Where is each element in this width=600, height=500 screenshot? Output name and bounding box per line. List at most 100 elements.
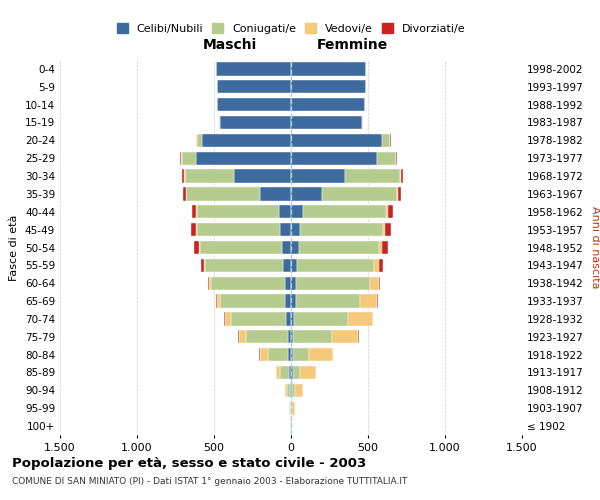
Text: Maschi: Maschi <box>202 38 257 52</box>
Bar <box>292 402 295 415</box>
Bar <box>259 348 260 362</box>
Bar <box>182 152 196 165</box>
Bar <box>296 294 360 308</box>
Bar <box>304 205 386 218</box>
Bar <box>348 312 373 326</box>
Bar <box>238 330 239 344</box>
Bar <box>208 276 209 290</box>
Bar <box>370 276 379 290</box>
Bar <box>382 241 388 254</box>
Bar <box>185 187 186 200</box>
Bar <box>388 205 392 218</box>
Bar <box>300 223 383 236</box>
Text: COMUNE DI SAN MINIATO (PI) - Dati ISTAT 1° gennaio 2003 - Elaborazione TUTTITALI: COMUNE DI SAN MINIATO (PI) - Dati ISTAT … <box>12 478 407 486</box>
Bar <box>286 312 291 326</box>
Bar <box>289 402 290 415</box>
Bar <box>280 366 289 379</box>
Bar <box>291 330 293 344</box>
Bar <box>217 80 291 94</box>
Bar <box>292 384 295 397</box>
Bar <box>396 152 397 165</box>
Bar <box>374 258 379 272</box>
Bar <box>193 205 196 218</box>
Bar <box>196 152 291 165</box>
Bar <box>197 205 278 218</box>
Bar <box>293 366 300 379</box>
Bar <box>377 152 396 165</box>
Bar <box>291 98 365 112</box>
Bar <box>197 134 202 147</box>
Bar <box>268 348 288 362</box>
Bar <box>211 276 285 290</box>
Bar <box>199 241 200 254</box>
Bar <box>260 187 291 200</box>
Bar <box>332 348 334 362</box>
Bar <box>291 170 345 183</box>
Bar <box>220 116 291 129</box>
Bar <box>288 348 291 362</box>
Bar <box>291 276 296 290</box>
Bar <box>180 152 181 165</box>
Bar <box>283 258 291 272</box>
Bar <box>345 170 400 183</box>
Bar <box>239 330 247 344</box>
Bar <box>186 187 260 200</box>
Bar <box>291 152 377 165</box>
Bar <box>291 187 322 200</box>
Bar <box>400 170 401 183</box>
Bar <box>397 187 398 200</box>
Bar <box>385 223 391 236</box>
Legend: Celibi/Nubili, Coniugati/e, Vedovi/e, Divorziati/e: Celibi/Nubili, Coniugati/e, Vedovi/e, Di… <box>115 20 467 36</box>
Bar <box>196 134 197 147</box>
Bar <box>191 223 196 236</box>
Bar <box>291 116 362 129</box>
Bar <box>291 223 300 236</box>
Bar <box>194 241 199 254</box>
Bar <box>217 98 291 112</box>
Bar <box>299 241 379 254</box>
Bar <box>215 62 291 76</box>
Bar <box>289 366 291 379</box>
Bar <box>379 258 383 272</box>
Bar <box>224 312 225 326</box>
Bar <box>293 348 310 362</box>
Bar <box>332 330 358 344</box>
Bar <box>295 384 302 397</box>
Bar <box>291 205 304 218</box>
Bar <box>275 366 280 379</box>
Bar <box>184 170 185 183</box>
Bar <box>290 384 291 397</box>
Bar <box>310 348 332 362</box>
Bar <box>217 294 220 308</box>
Bar <box>291 62 367 76</box>
Bar <box>181 152 182 165</box>
Bar <box>379 276 380 290</box>
Bar <box>293 330 332 344</box>
Bar <box>386 205 388 218</box>
Bar <box>287 384 290 397</box>
Bar <box>201 258 204 272</box>
Bar <box>200 241 282 254</box>
Bar <box>197 223 280 236</box>
Bar <box>401 170 403 183</box>
Bar <box>282 241 291 254</box>
Bar <box>204 258 205 272</box>
Bar <box>322 187 397 200</box>
Bar <box>220 294 285 308</box>
Y-axis label: Fasce di età: Fasce di età <box>10 214 19 280</box>
Bar <box>291 241 299 254</box>
Bar <box>291 384 292 397</box>
Bar <box>296 276 370 290</box>
Bar <box>360 294 377 308</box>
Bar <box>291 312 294 326</box>
Bar <box>291 294 296 308</box>
Bar <box>247 330 288 344</box>
Bar <box>196 205 197 218</box>
Bar <box>291 134 382 147</box>
Text: Femmine: Femmine <box>317 38 388 52</box>
Bar <box>389 134 391 147</box>
Bar <box>291 348 293 362</box>
Bar <box>398 187 401 200</box>
Bar <box>260 348 268 362</box>
Bar <box>278 205 291 218</box>
